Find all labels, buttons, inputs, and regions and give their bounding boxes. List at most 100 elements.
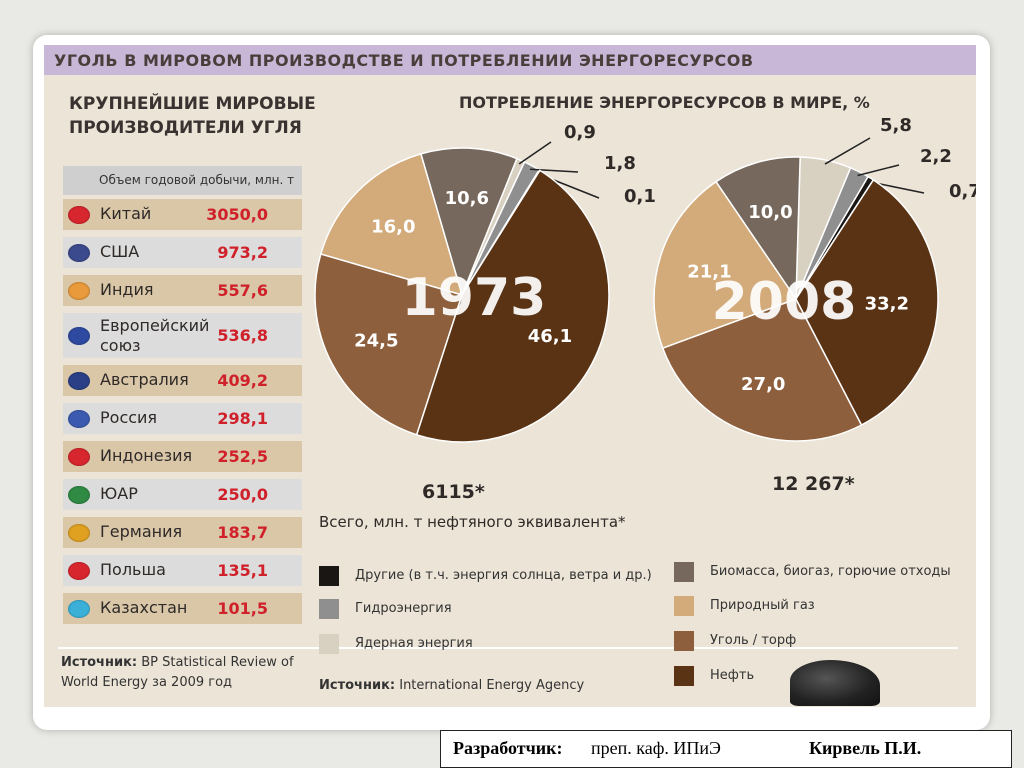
producer-value: 973,2 — [217, 242, 268, 262]
slice-data-label: 10,6 — [445, 188, 489, 209]
producer-row: Китай 3050,0 — [63, 199, 302, 230]
flag-icon — [68, 326, 90, 345]
legend-label: Другие (в т.ч. энергия солнца, ветра и д… — [355, 568, 652, 583]
producer-value: 409,2 — [217, 370, 268, 390]
producers-source-text: BP Statistical Review of World Energy за… — [61, 655, 294, 690]
producer-value: 250,0 — [217, 484, 268, 504]
pie-slice — [653, 180, 798, 350]
consumption-source-text: International Energy Agency — [399, 678, 585, 693]
legend-label: Уголь / торф — [710, 633, 797, 648]
producer-value: 135,1 — [217, 560, 268, 580]
producer-country: Европейский союз — [100, 316, 210, 355]
slice-data-label: 24,5 — [354, 330, 398, 351]
pie-slice — [795, 178, 939, 426]
consumption-source-label: Источник: — [319, 678, 396, 693]
producer-value: 3050,0 — [206, 204, 268, 224]
legend-swatch — [674, 631, 694, 651]
leader-line — [857, 164, 900, 177]
flag-icon — [68, 205, 90, 224]
producer-row: Польша 135,1 — [63, 555, 302, 586]
producers-column-header: Объем годовой добычи, млн. т — [99, 173, 295, 187]
pie-year-title: 2008 — [712, 272, 857, 332]
producers-title-line1: КРУПНЕЙШИЕ МИРОВЫЕ — [69, 94, 316, 114]
coal-lump-image — [790, 660, 880, 706]
legend-swatch — [319, 566, 339, 586]
legend-label: Ядерная энергия — [355, 636, 473, 651]
leader-line — [529, 168, 579, 173]
slice-data-label: 46,1 — [528, 326, 572, 347]
producer-row: США 973,2 — [63, 237, 302, 268]
flag-icon — [68, 485, 90, 504]
pie-slice — [415, 169, 610, 443]
legend-swatch — [674, 562, 694, 582]
slice-data-label: 5,8 — [880, 115, 912, 136]
flag-icon — [68, 599, 90, 618]
flag-icon — [68, 371, 90, 390]
pie-slice — [314, 253, 463, 436]
producer-value: 101,5 — [217, 598, 268, 618]
leader-line — [518, 141, 552, 165]
producer-country: Индонезия — [100, 446, 193, 465]
producer-value: 298,1 — [217, 408, 268, 428]
legend-swatch — [674, 596, 694, 616]
pie-slice — [319, 152, 464, 297]
producers-source-label: Источник: — [61, 655, 138, 670]
producer-value: 252,5 — [217, 446, 268, 466]
footer-label: Разработчик: — [453, 738, 563, 758]
producer-row: Россия 298,1 — [63, 403, 302, 434]
leader-line — [824, 137, 871, 165]
producer-row: ЮАР 250,0 — [63, 479, 302, 510]
flag-icon — [68, 523, 90, 542]
legend-label: Биомасса, биогаз, горючие отходы — [710, 564, 951, 579]
producer-country: Германия — [100, 522, 183, 541]
producer-country: США — [100, 242, 140, 261]
legend-swatch — [674, 666, 694, 686]
producer-row: Европейский союз 536,8 — [63, 313, 302, 358]
producer-row: Казахстан 101,5 — [63, 593, 302, 624]
consumption-source: Источник: International Energy Agency — [319, 678, 584, 693]
flag-icon — [68, 281, 90, 300]
producer-country: Россия — [100, 408, 158, 427]
producers-title: КРУПНЕЙШИЕ МИРОВЫЕ ПРОИЗВОДИТЕЛИ УГЛЯ — [69, 92, 319, 140]
footer-text: преп. каф. ИПиЭ — [591, 738, 721, 758]
slice-data-label: 0,7 — [949, 181, 976, 202]
consumption-total-label: Всего, млн. т нефтяного эквивалента* — [319, 513, 626, 531]
producer-country: Казахстан — [100, 598, 188, 617]
producer-row: Индия 557,6 — [63, 275, 302, 306]
producer-row: Германия 183,7 — [63, 517, 302, 548]
flag-icon — [68, 243, 90, 262]
pie-total-label: 12 267* — [772, 473, 855, 495]
producer-row: Индонезия 252,5 — [63, 441, 302, 472]
slice-data-label: 10,0 — [748, 202, 792, 223]
producer-value: 183,7 — [217, 522, 268, 542]
pie-slice — [714, 156, 801, 302]
producers-table-header: Объем годовой добычи, млн. т — [63, 166, 302, 195]
producer-value: 557,6 — [217, 280, 268, 300]
pie-total-label: 6115* — [422, 481, 485, 503]
slice-data-label: 1,8 — [604, 153, 636, 174]
infographic-title: УГОЛЬ В МИРОВОМ ПРОИЗВОДСТВЕ И ПОТРЕБЛЕН… — [54, 51, 754, 70]
infographic-panel: УГОЛЬ В МИРОВОМ ПРОИЗВОДСТВЕ И ПОТРЕБЛЕН… — [44, 45, 976, 707]
legend-label: Природный газ — [710, 598, 815, 613]
slice-data-label: 2,2 — [920, 146, 952, 167]
pie-slice — [419, 147, 518, 298]
legend-label: Нефть — [710, 668, 755, 683]
consumption-title: ПОТРЕБЛЕНИЕ ЭНЕРГОРЕСУРСОВ В МИРЕ, % — [459, 93, 870, 112]
slice-data-label: 21,1 — [687, 261, 731, 282]
developer-footer: Разработчик: преп. каф. ИПиЭ Кирвель П.И… — [440, 730, 1012, 768]
legend-label: Гидроэнергия — [355, 601, 452, 616]
producer-value: 536,8 — [217, 325, 268, 345]
producer-country: Индия — [100, 280, 154, 299]
slice-data-label: 16,0 — [371, 216, 415, 237]
pie-year-title: 1973 — [402, 268, 547, 328]
producer-row: Австралия 409,2 — [63, 365, 302, 396]
producer-country: ЮАР — [100, 484, 138, 503]
pie-slice — [661, 298, 863, 442]
producer-country: Польша — [100, 560, 166, 579]
slice-data-label: 0,1 — [624, 186, 656, 207]
producers-source: Источник: BP Statistical Review of World… — [61, 653, 321, 693]
slice-data-label: 0,9 — [564, 122, 596, 143]
footer-name: Кирвель П.И. — [809, 738, 922, 758]
producers-title-line2: ПРОИЗВОДИТЕЛИ УГЛЯ — [69, 118, 302, 138]
